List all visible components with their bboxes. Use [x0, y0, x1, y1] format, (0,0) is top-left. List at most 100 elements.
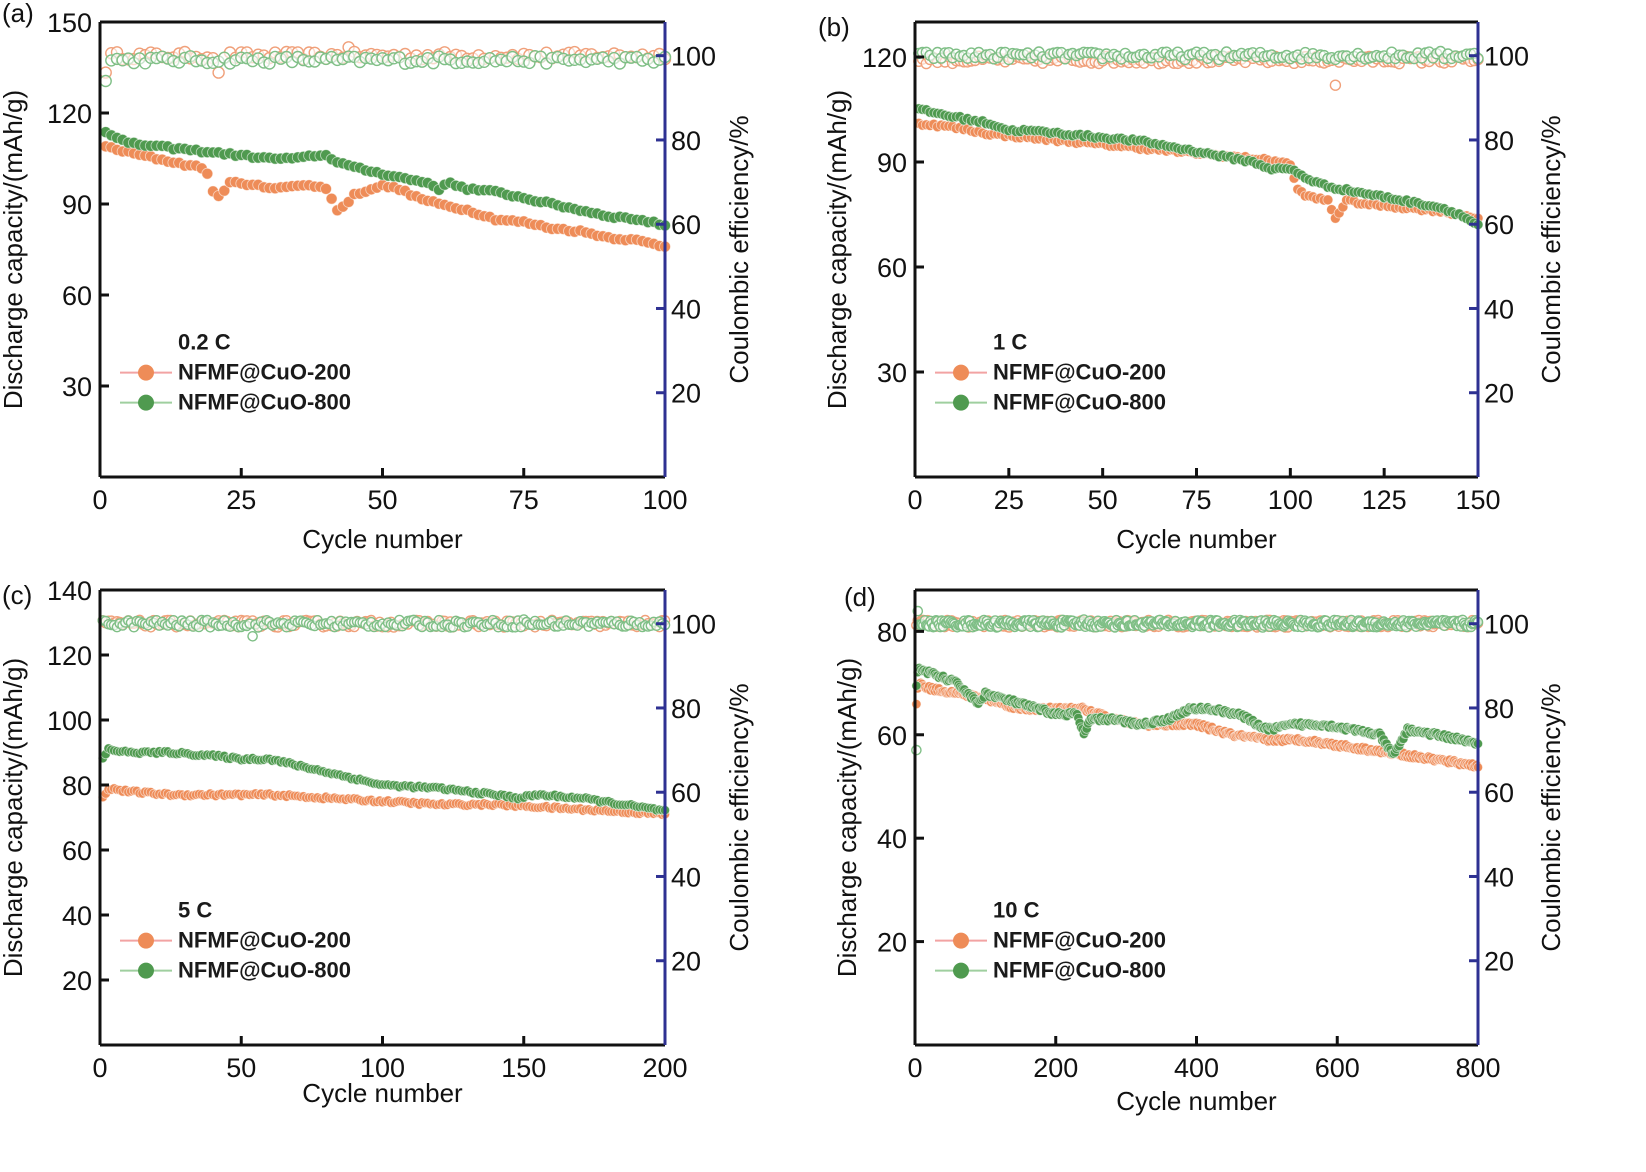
legend: 5 C NFMF@CuO-200 NFMF@CuO-800	[120, 898, 351, 983]
y2-tick-label: 80	[671, 126, 701, 156]
x-tick-label: 600	[1315, 1053, 1360, 1083]
x-tick-label: 50	[1088, 485, 1118, 515]
legend-marker	[138, 394, 154, 411]
x-tick-label: 0	[907, 1053, 922, 1083]
x-tick-label: 200	[1033, 1053, 1078, 1083]
x-tick-label: 100	[1268, 485, 1313, 515]
legend: 0.2 C NFMF@CuO-200 NFMF@CuO-800	[120, 330, 351, 415]
capacity-point	[201, 167, 214, 180]
y-tick-label: 120	[47, 99, 92, 129]
legend: 10 C NFMF@CuO-200 NFMF@CuO-800	[935, 898, 1166, 983]
y-tick-label: 20	[62, 966, 92, 996]
y2-tick-label: 80	[671, 694, 701, 724]
x-tick-label: 50	[226, 1053, 256, 1083]
y-axis-title: Discharge capacity/(mAh/g)	[0, 658, 28, 977]
legend-entry: NFMF@CuO-200	[178, 360, 351, 385]
ce-point	[1329, 79, 1342, 91]
x-tick-label: 0	[92, 1053, 107, 1083]
legend-entry: NFMF@CuO-800	[178, 958, 351, 983]
x-tick-label: 50	[367, 485, 397, 515]
panel-d: (d) 0 200 400 600 800 20 40 60 80 20 40 60 80 100 Cycle…	[832, 582, 1566, 1116]
y2-tick-label: 100	[671, 610, 716, 640]
series-ce-nfmf-cuo-800	[913, 45, 1484, 66]
y2-tick-label: 40	[1484, 862, 1514, 892]
y2-tick-label: 40	[671, 294, 701, 324]
panel-label: (d)	[844, 582, 876, 612]
y-tick-label: 60	[62, 281, 92, 311]
y2-tick-label: 20	[671, 379, 701, 409]
x-tick-label: 0	[907, 485, 922, 515]
y2-tick-label: 60	[1484, 778, 1514, 808]
legend-rate-label: 1 C	[993, 330, 1027, 355]
panel-label: (c)	[2, 580, 32, 610]
y-tick-label: 60	[877, 721, 907, 751]
panel-label: (a)	[2, 0, 34, 28]
capacity-point	[342, 196, 355, 208]
y2-tick-label: 100	[671, 42, 716, 72]
y-tick-label: 40	[877, 824, 907, 854]
y2-axis-title: Coulombic efficiency/%	[724, 115, 754, 383]
legend-entry: NFMF@CuO-200	[178, 928, 351, 953]
y2-tick-label: 60	[671, 210, 701, 240]
series-ce-nfmf-cuo-800	[99, 50, 672, 88]
y-tick-label: 80	[877, 617, 907, 647]
legend-entry: NFMF@CuO-800	[993, 390, 1166, 415]
x-tick-label: 0	[92, 485, 107, 515]
y2-tick-label: 40	[671, 862, 701, 892]
y2-tick-label: 20	[1484, 947, 1514, 977]
x-tick-label: 75	[1181, 485, 1211, 515]
legend-entry: NFMF@CuO-200	[993, 928, 1166, 953]
y-tick-label: 90	[62, 190, 92, 220]
capacity-point	[1322, 194, 1334, 206]
series-capacity-nfmf-cuo-800	[913, 103, 1484, 231]
panel-a: (a) 0 25 50 75 100 30 60 90 120 150 20 40 60 80 100 Cycl…	[0, 0, 754, 554]
y-axis-title: Discharge capacity/(mAh/g)	[822, 90, 852, 409]
x-tick-label: 150	[501, 1053, 546, 1083]
legend-marker	[953, 962, 969, 979]
y2-tick-label: 100	[1484, 42, 1529, 72]
series-capacity-nfmf-cuo-800	[99, 126, 671, 232]
y-tick-label: 80	[62, 771, 92, 801]
legend-entry: NFMF@CuO-800	[993, 958, 1166, 983]
x-tick-label: 125	[1362, 485, 1407, 515]
legend-marker	[138, 364, 154, 381]
ce-point	[212, 66, 225, 79]
x-axis-title: Cycle number	[1116, 1086, 1277, 1116]
x-axis-title: Cycle number	[302, 1078, 463, 1108]
panel-c: (c) 0 50 100 150 200 20 40 60 80 100 120 140 20 40 60 80…	[0, 576, 754, 1108]
panel-label: (b)	[818, 12, 850, 42]
legend-rate-label: 10 C	[993, 898, 1040, 923]
legend-marker	[953, 394, 969, 411]
y2-axis-title: Coulombic efficiency/%	[1536, 683, 1566, 951]
capacity-point	[325, 192, 338, 205]
capacity-point	[320, 182, 332, 195]
x-tick-label: 25	[226, 485, 256, 515]
y2-tick-label: 20	[1484, 379, 1514, 409]
y-tick-label: 60	[877, 253, 907, 283]
y2-tick-label: 40	[1484, 294, 1514, 324]
y2-tick-label: 80	[1484, 694, 1514, 724]
panel-b: (b) 0 25 50 75 100 125 150 30 60 90 120 20 40 60 80 100 C…	[818, 12, 1566, 554]
capacity-point	[218, 184, 231, 197]
y-tick-label: 30	[62, 372, 92, 402]
y-tick-label: 60	[62, 836, 92, 866]
x-tick-label: 75	[509, 485, 539, 515]
x-tick-label: 150	[1455, 485, 1500, 515]
ce-point	[99, 74, 112, 88]
x-tick-label: 100	[642, 485, 687, 515]
y2-axis-title: Coulombic efficiency/%	[1536, 115, 1566, 383]
y-tick-label: 40	[62, 901, 92, 931]
legend: 1 C NFMF@CuO-200 NFMF@CuO-800	[935, 330, 1166, 415]
x-axis-title: Cycle number	[1116, 524, 1277, 554]
series-ce-nfmf-cuo-800	[97, 614, 671, 642]
x-axis-title: Cycle number	[302, 524, 463, 554]
y2-tick-label: 20	[671, 947, 701, 977]
y-tick-label: 20	[877, 928, 907, 958]
y2-axis-title: Coulombic efficiency/%	[724, 683, 754, 951]
legend-marker	[138, 962, 154, 979]
y-tick-label: 120	[47, 641, 92, 671]
y2-tick-label: 60	[1484, 210, 1514, 240]
legend-marker	[138, 932, 154, 949]
y-tick-label: 90	[877, 148, 907, 178]
